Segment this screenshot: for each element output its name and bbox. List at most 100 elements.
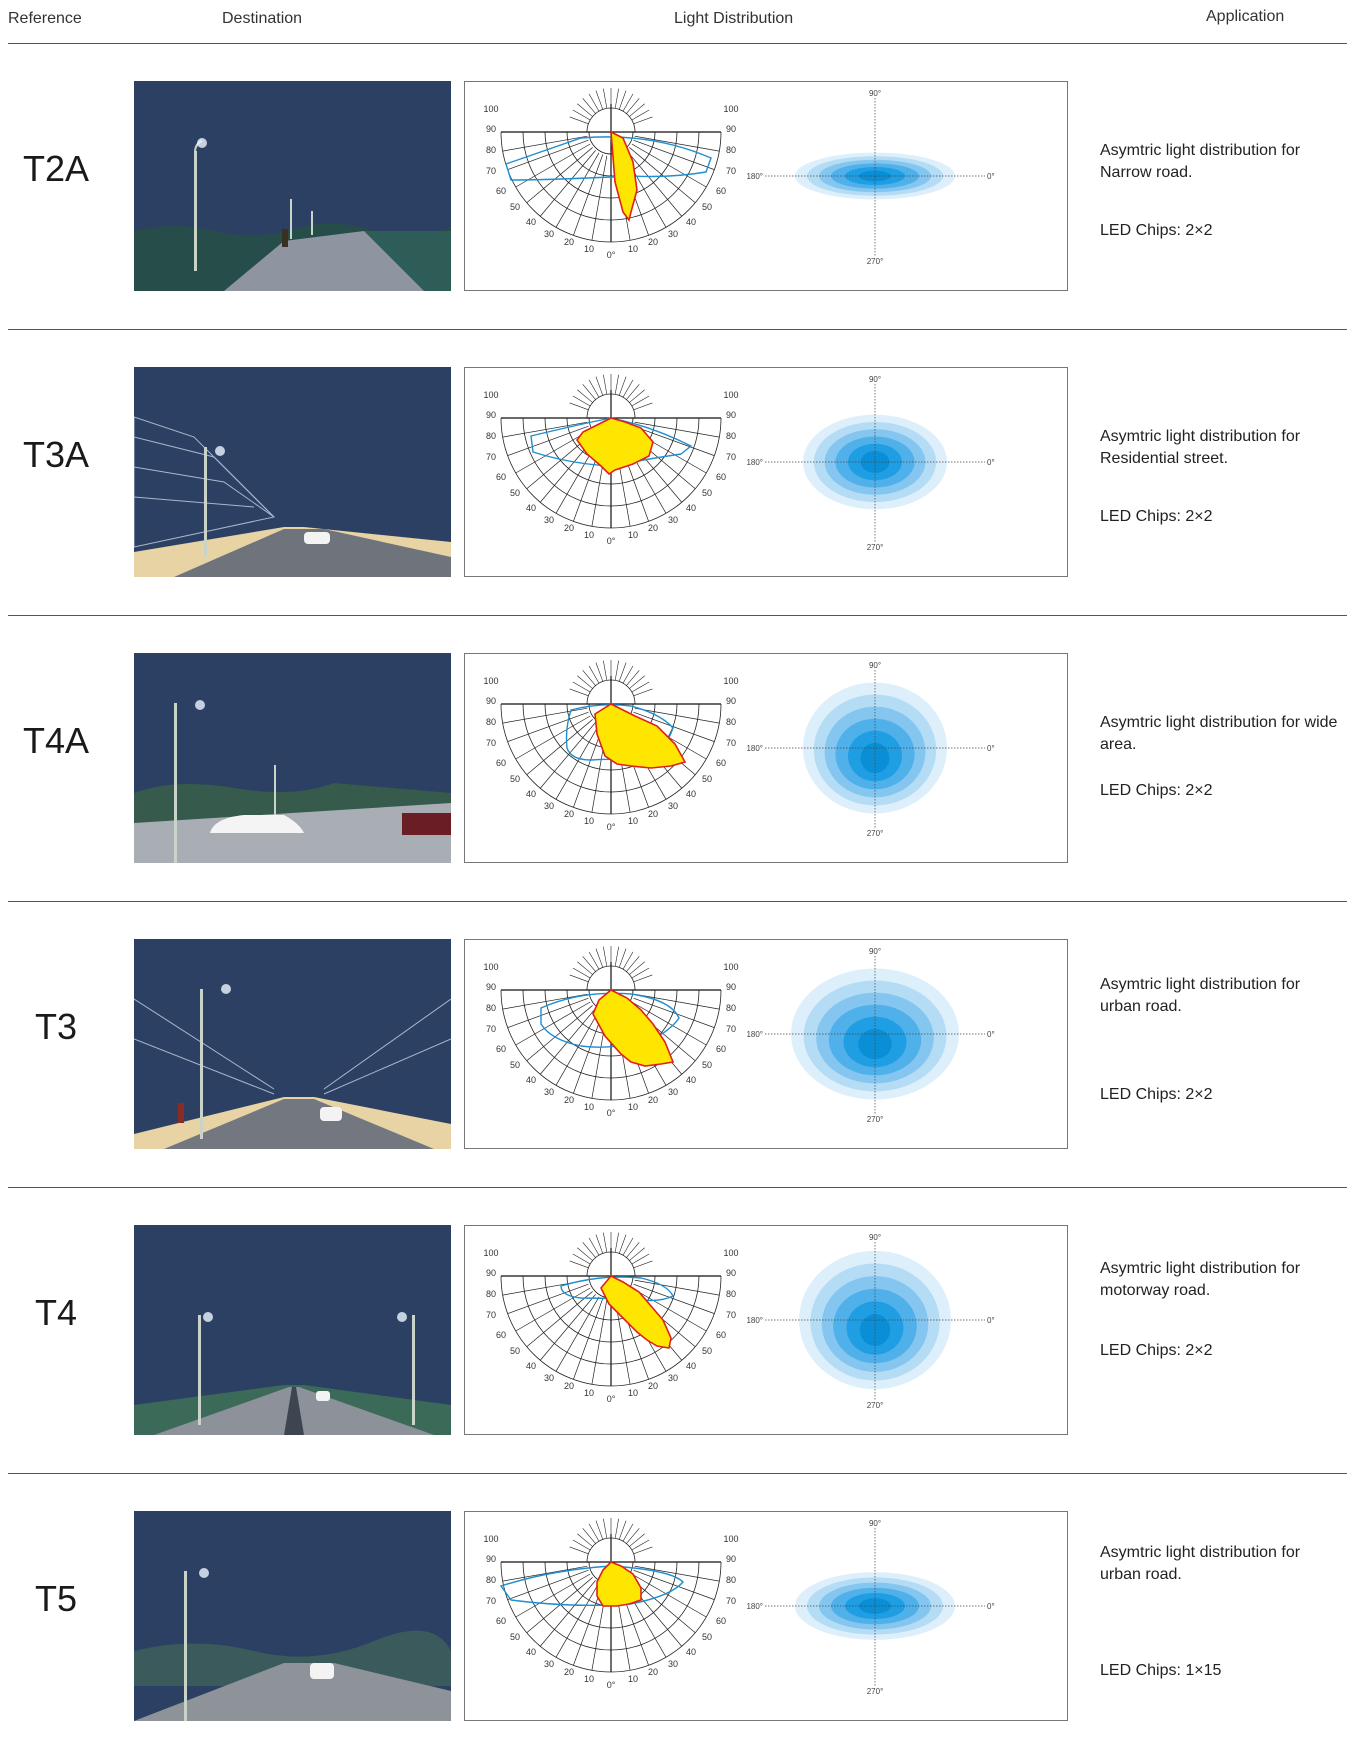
application-description: Asymtric light distribution for Narrow r… (1100, 142, 1301, 181)
polar-spoke (588, 93, 600, 112)
polar-scale-label: 20 (648, 1381, 658, 1391)
polar-scale-label: 40 (526, 1647, 536, 1657)
polar-spoke (502, 1565, 588, 1582)
polar-spoke (588, 379, 600, 398)
polar-spoke (582, 1242, 596, 1258)
polar-spoke (633, 688, 653, 697)
polar-spoke (629, 1247, 645, 1261)
isolux-label-top: 90° (869, 947, 881, 956)
polar-spoke (622, 1237, 634, 1256)
polar-spoke (603, 88, 608, 109)
isolux-label-right: 0° (987, 1602, 995, 1611)
polar-spoke (582, 670, 596, 686)
row-divider (8, 901, 1347, 902)
polar-scale-label: 10 (628, 530, 638, 540)
header-divider (8, 43, 1347, 44)
polar-spoke (614, 1518, 619, 1539)
led-chips: LED Chips: 2×2 (1100, 1342, 1213, 1359)
polar-scale-label: 30 (668, 1087, 678, 1097)
application-description: Asymtric light distribution for Resident… (1100, 428, 1301, 467)
polar-scale-label: 30 (668, 229, 678, 239)
polar-curve-blue (530, 417, 693, 467)
polar-spoke (569, 1260, 589, 1269)
polar-scale-label: 50 (510, 774, 520, 784)
motorway-scene (134, 1225, 451, 1435)
polar-scale-label: 10 (628, 244, 638, 254)
polar-spoke (588, 951, 600, 970)
polar-scale-label: 50 (510, 202, 520, 212)
polar-scale-label: 70 (486, 1310, 496, 1320)
isolux-label-right: 0° (987, 172, 995, 181)
polar-spoke (614, 1232, 619, 1253)
polar-scale-label: 10 (628, 1674, 638, 1684)
polar-spoke (573, 1012, 604, 1094)
isolux-label-right: 0° (987, 1316, 995, 1325)
polar-spoke (626, 1528, 640, 1544)
polar-scale-label: 30 (544, 229, 554, 239)
polar-scale-label: 80 (486, 1003, 496, 1013)
polar-spoke (631, 109, 650, 121)
isolux-diagram: 90° 270° 180° 0° (746, 947, 994, 1124)
polar-spoke (626, 1242, 640, 1258)
polar-scale-label: 30 (544, 801, 554, 811)
polar-scale-label: 100 (483, 962, 498, 972)
light-distribution-panel: 100 100 90 90 80 80 70 70 60 60 50 50 40 40 30 30 20 20 10… (464, 653, 1068, 863)
polar-scale-label: 100 (723, 676, 738, 686)
polar-scale-label: 10 (628, 1388, 638, 1398)
polar-scale-label: 90 (486, 124, 496, 134)
polar-spoke (622, 665, 634, 684)
polar-scale-label: 60 (496, 758, 506, 768)
isolux-label-top: 90° (869, 661, 881, 670)
polar-spoke (572, 1539, 591, 1551)
application-description: Asymtric light distribution for urban ro… (1100, 976, 1301, 1015)
isolux-label-bottom: 270° (867, 1401, 884, 1410)
walkway-scene (134, 81, 451, 291)
polar-scale-label: 100 (723, 962, 738, 972)
polar-scale-label: 40 (526, 217, 536, 227)
polar-scale-label: 10 (628, 816, 638, 826)
reference-code: T3 (34, 1006, 77, 1047)
polar-scale-label: 50 (702, 202, 712, 212)
polar-spoke (577, 389, 593, 403)
polar-spoke (633, 1546, 653, 1555)
header-application: Application (1206, 8, 1285, 25)
isolux-diagram: 90° 270° 180° 0° (746, 1233, 994, 1410)
polar-scale-label: 90 (486, 410, 496, 420)
application-description: Asymtric light distribution for wide are… (1100, 714, 1338, 753)
polar-spoke (626, 384, 640, 400)
polar-spoke (618, 376, 627, 396)
polar-curve-yellow (594, 703, 687, 769)
polar-spoke (603, 374, 608, 395)
polar-spoke (526, 719, 593, 775)
application-description: Asymtric light distribution for urban ro… (1100, 1544, 1301, 1583)
polar-spoke (614, 88, 619, 109)
polar-scale-label: 30 (668, 1373, 678, 1383)
polar-scale-label: 60 (716, 472, 726, 482)
polar-spoke (603, 660, 608, 681)
reference-code: T5 (34, 1578, 77, 1619)
polar-spoke (569, 688, 589, 697)
polar-zero-label: 0° (607, 250, 616, 260)
polar-spoke (618, 1520, 627, 1540)
polar-spoke (603, 946, 608, 967)
led-chips: LED Chips: 2×2 (1100, 508, 1213, 525)
polar-spoke (614, 374, 619, 395)
polar-scale-label: 20 (564, 237, 574, 247)
polar-spoke (540, 1580, 596, 1647)
polar-spoke (555, 152, 600, 228)
polar-spoke (633, 139, 715, 170)
polar-spoke (631, 395, 650, 407)
polar-spoke (569, 974, 589, 983)
row-divider (8, 329, 1347, 330)
polar-spoke (634, 135, 720, 152)
led-chips: LED Chips: 2×2 (1100, 1086, 1213, 1103)
polar-spoke (572, 1253, 591, 1265)
polar-spoke (631, 967, 650, 979)
polar-scale-label: 20 (564, 523, 574, 533)
header-reference: Reference (8, 10, 82, 27)
